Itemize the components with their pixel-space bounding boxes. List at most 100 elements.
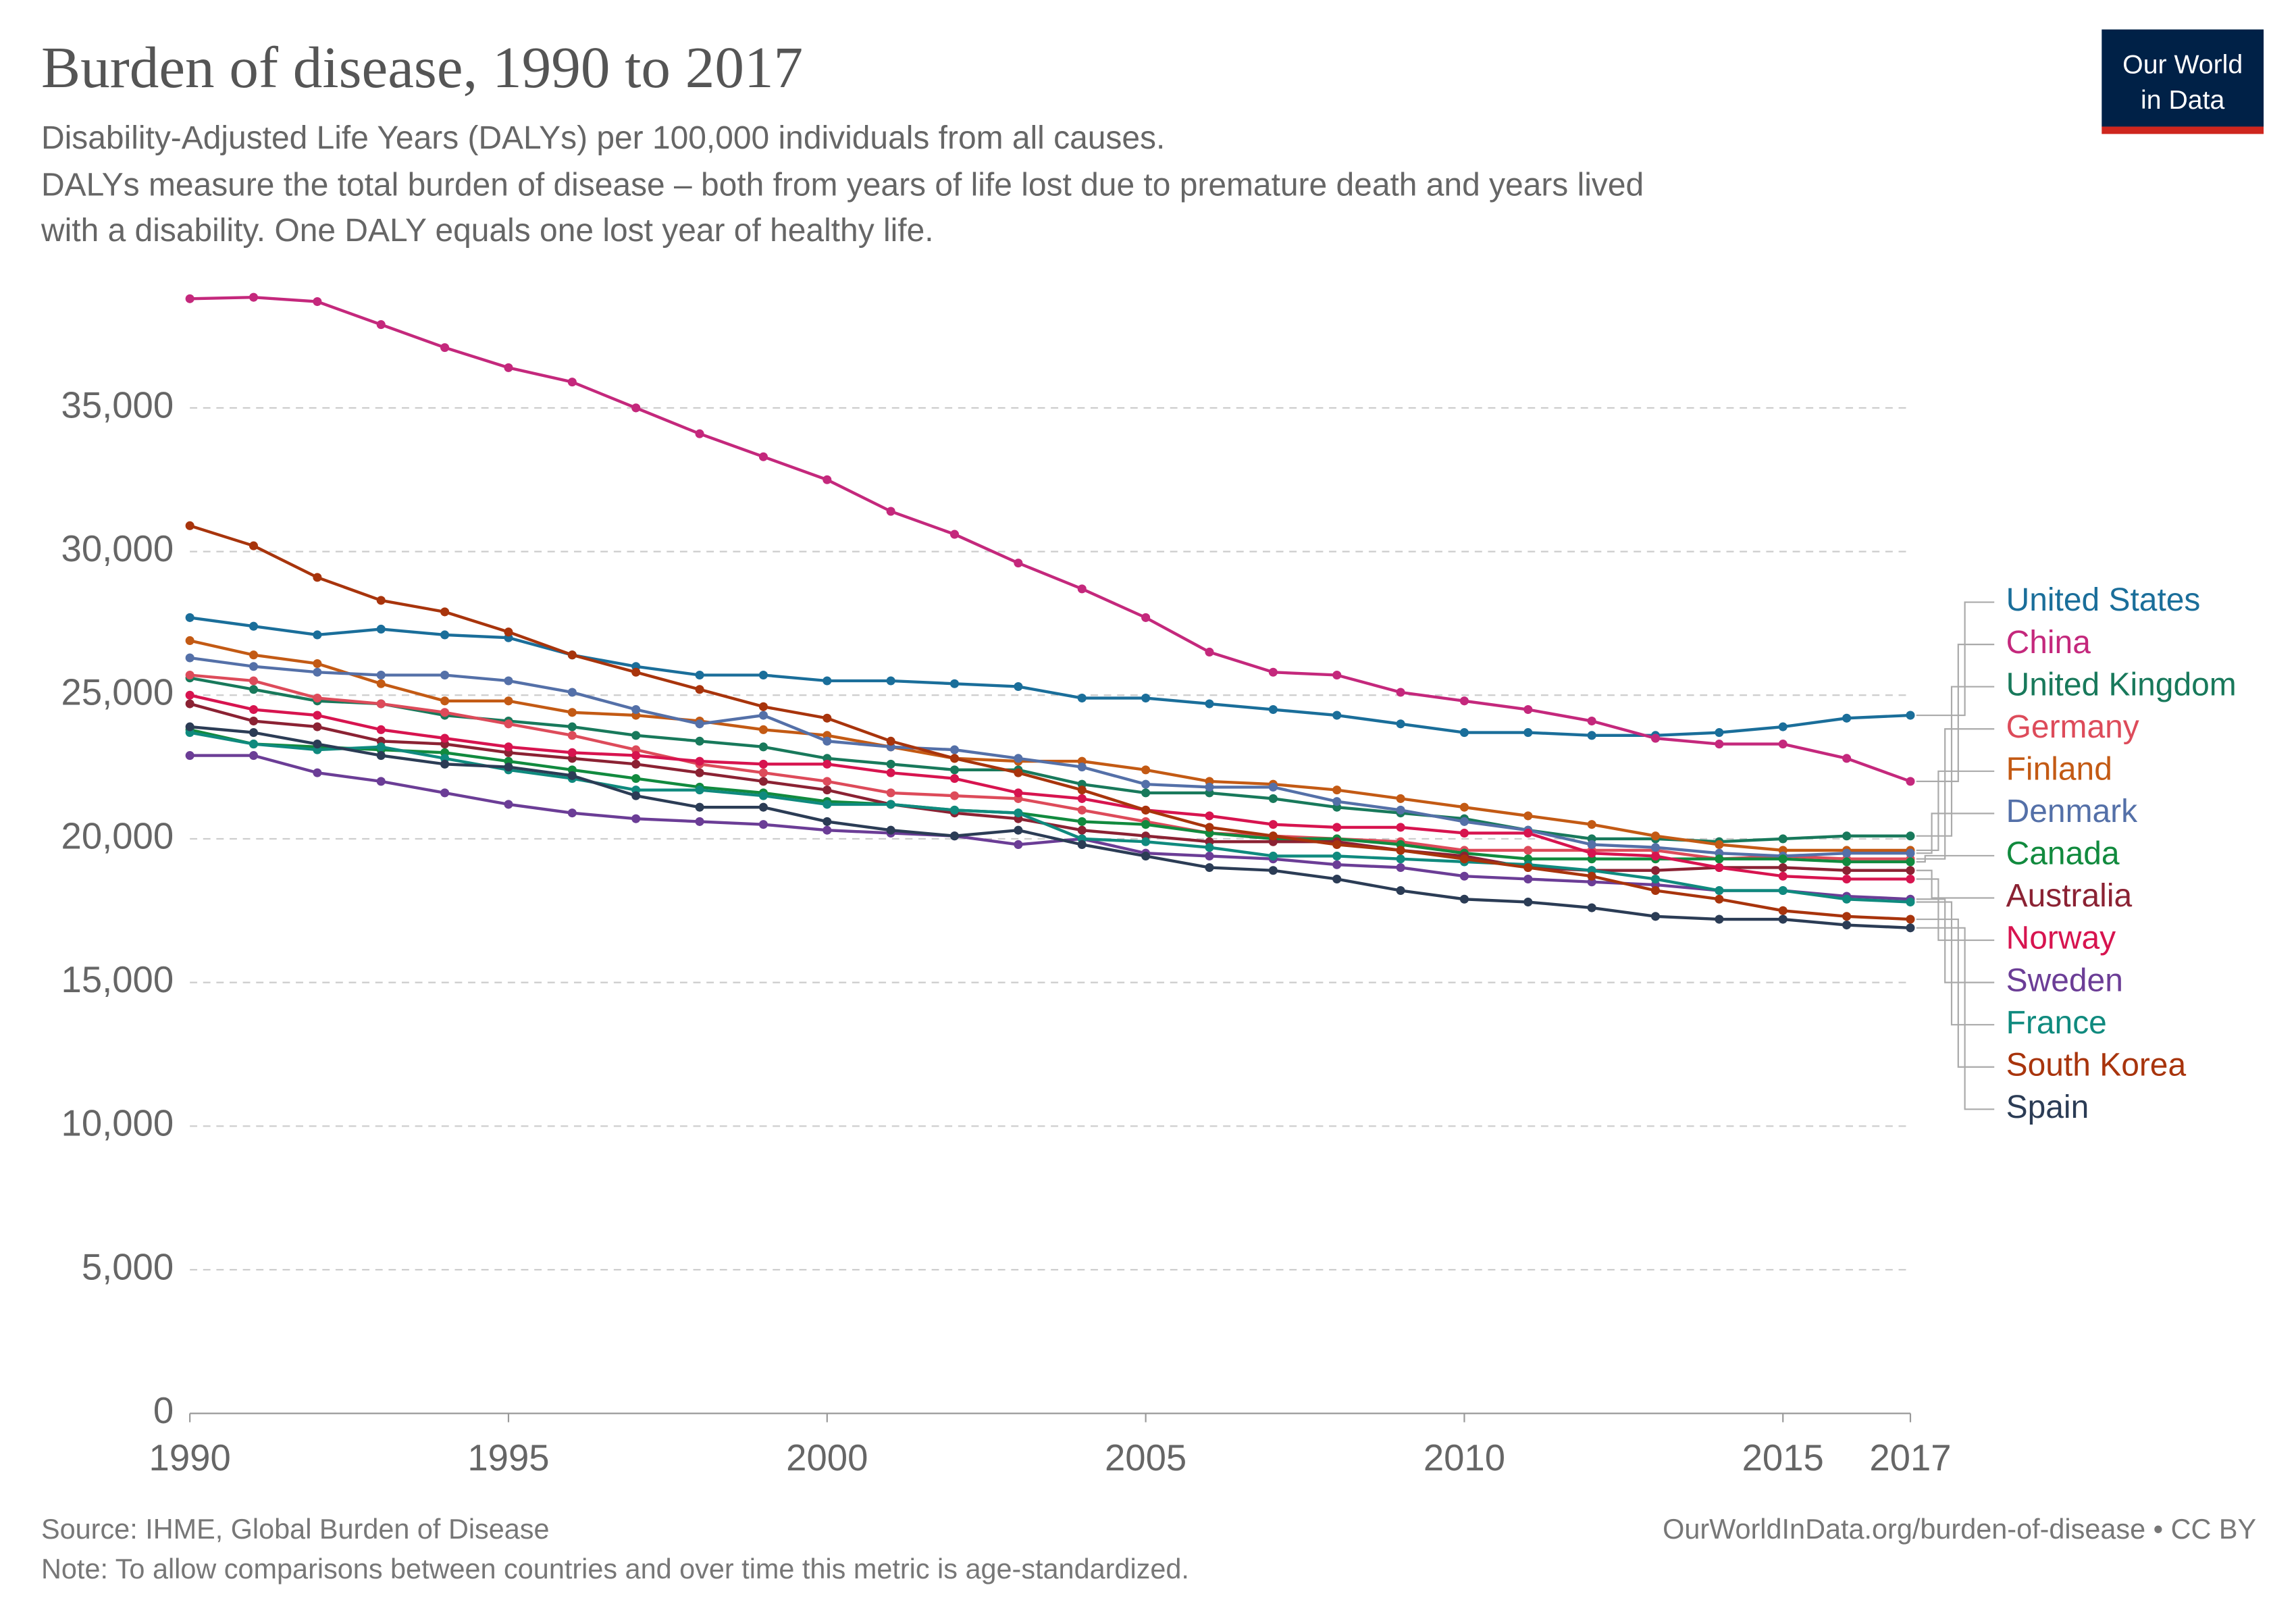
point bbox=[1842, 866, 1852, 875]
y-tick-label: 35,000 bbox=[61, 384, 174, 426]
point bbox=[1077, 825, 1087, 835]
point bbox=[1014, 788, 1023, 798]
point bbox=[1014, 754, 1023, 763]
point bbox=[1778, 834, 1788, 844]
point bbox=[886, 768, 895, 777]
point bbox=[185, 751, 194, 761]
point bbox=[1205, 851, 1214, 861]
point bbox=[313, 573, 322, 582]
point bbox=[504, 719, 513, 729]
point bbox=[1523, 828, 1533, 838]
point bbox=[440, 607, 450, 617]
point bbox=[185, 722, 194, 731]
label-connector bbox=[1916, 686, 1995, 837]
series-line bbox=[189, 728, 1910, 864]
legend-label: Finland bbox=[2006, 751, 2112, 787]
point bbox=[567, 688, 577, 697]
point bbox=[1268, 820, 1278, 829]
series-line bbox=[189, 725, 1911, 929]
point bbox=[1650, 831, 1661, 841]
point bbox=[886, 507, 895, 516]
subtitle: DALYs measure the total burden of diseas… bbox=[41, 168, 1644, 203]
point bbox=[1650, 874, 1661, 884]
point bbox=[1332, 860, 1342, 869]
point bbox=[249, 662, 259, 671]
point bbox=[1205, 811, 1214, 821]
point bbox=[1715, 840, 1724, 849]
point bbox=[1396, 846, 1405, 855]
point bbox=[949, 831, 960, 841]
point bbox=[185, 699, 194, 709]
point bbox=[185, 613, 194, 622]
point bbox=[249, 717, 259, 726]
point bbox=[631, 751, 641, 761]
point bbox=[1396, 885, 1405, 896]
point bbox=[1778, 915, 1788, 924]
point bbox=[440, 788, 450, 798]
point bbox=[1459, 817, 1469, 826]
x-tick-label: 1995 bbox=[467, 1437, 549, 1478]
point bbox=[1141, 765, 1151, 775]
point bbox=[567, 708, 577, 717]
point bbox=[440, 630, 450, 640]
point bbox=[1459, 828, 1469, 838]
point bbox=[631, 791, 641, 800]
point bbox=[949, 530, 960, 539]
series-line bbox=[189, 616, 1911, 738]
point bbox=[695, 756, 704, 766]
point bbox=[1842, 894, 1852, 904]
y-tick-label: 5,000 bbox=[82, 1246, 174, 1287]
point bbox=[376, 742, 386, 752]
point bbox=[1268, 794, 1278, 803]
point bbox=[823, 475, 832, 484]
point bbox=[185, 670, 194, 680]
point bbox=[1141, 788, 1151, 798]
point bbox=[504, 742, 513, 752]
point bbox=[758, 452, 768, 461]
point bbox=[886, 676, 895, 686]
point bbox=[823, 759, 832, 769]
point bbox=[1014, 808, 1023, 818]
point bbox=[1396, 863, 1405, 873]
point bbox=[1587, 903, 1596, 912]
legend-label: China bbox=[2006, 625, 2091, 661]
point bbox=[1014, 768, 1023, 777]
point bbox=[886, 800, 895, 809]
point bbox=[823, 817, 832, 826]
point bbox=[1332, 711, 1342, 720]
point bbox=[1650, 885, 1661, 896]
point bbox=[440, 343, 450, 353]
label-connector bbox=[1916, 869, 1995, 899]
point bbox=[886, 825, 895, 835]
legend-label: Sweden bbox=[2006, 962, 2123, 998]
label-connector bbox=[1916, 813, 1995, 854]
point bbox=[1778, 885, 1788, 896]
point bbox=[504, 676, 513, 686]
point bbox=[1715, 740, 1724, 749]
point bbox=[1587, 717, 1596, 726]
point bbox=[823, 800, 832, 809]
point bbox=[313, 667, 322, 677]
point bbox=[376, 725, 386, 734]
point bbox=[631, 759, 641, 769]
point bbox=[758, 791, 768, 800]
point bbox=[1778, 854, 1788, 864]
point bbox=[313, 693, 322, 703]
point bbox=[949, 774, 960, 783]
y-tick-label: 30,000 bbox=[61, 528, 174, 569]
logo-text: in Data bbox=[2141, 85, 2224, 115]
x-tick-label: 2015 bbox=[1742, 1437, 1824, 1478]
point bbox=[1523, 705, 1533, 715]
point bbox=[949, 791, 960, 800]
point bbox=[249, 621, 259, 631]
point bbox=[1077, 786, 1087, 795]
point bbox=[1715, 728, 1724, 738]
point bbox=[1906, 923, 1915, 933]
point bbox=[1906, 897, 1915, 907]
x-tick-label: 2010 bbox=[1424, 1437, 1505, 1478]
point bbox=[1332, 823, 1342, 832]
point bbox=[1715, 885, 1724, 896]
point bbox=[758, 759, 768, 769]
point bbox=[1459, 854, 1469, 864]
point bbox=[1523, 728, 1533, 738]
